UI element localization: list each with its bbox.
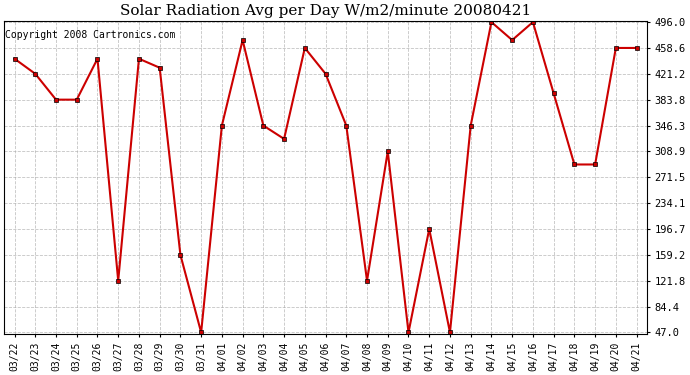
Text: Copyright 2008 Cartronics.com: Copyright 2008 Cartronics.com <box>6 30 176 40</box>
Title: Solar Radiation Avg per Day W/m2/minute 20080421: Solar Radiation Avg per Day W/m2/minute … <box>120 4 531 18</box>
